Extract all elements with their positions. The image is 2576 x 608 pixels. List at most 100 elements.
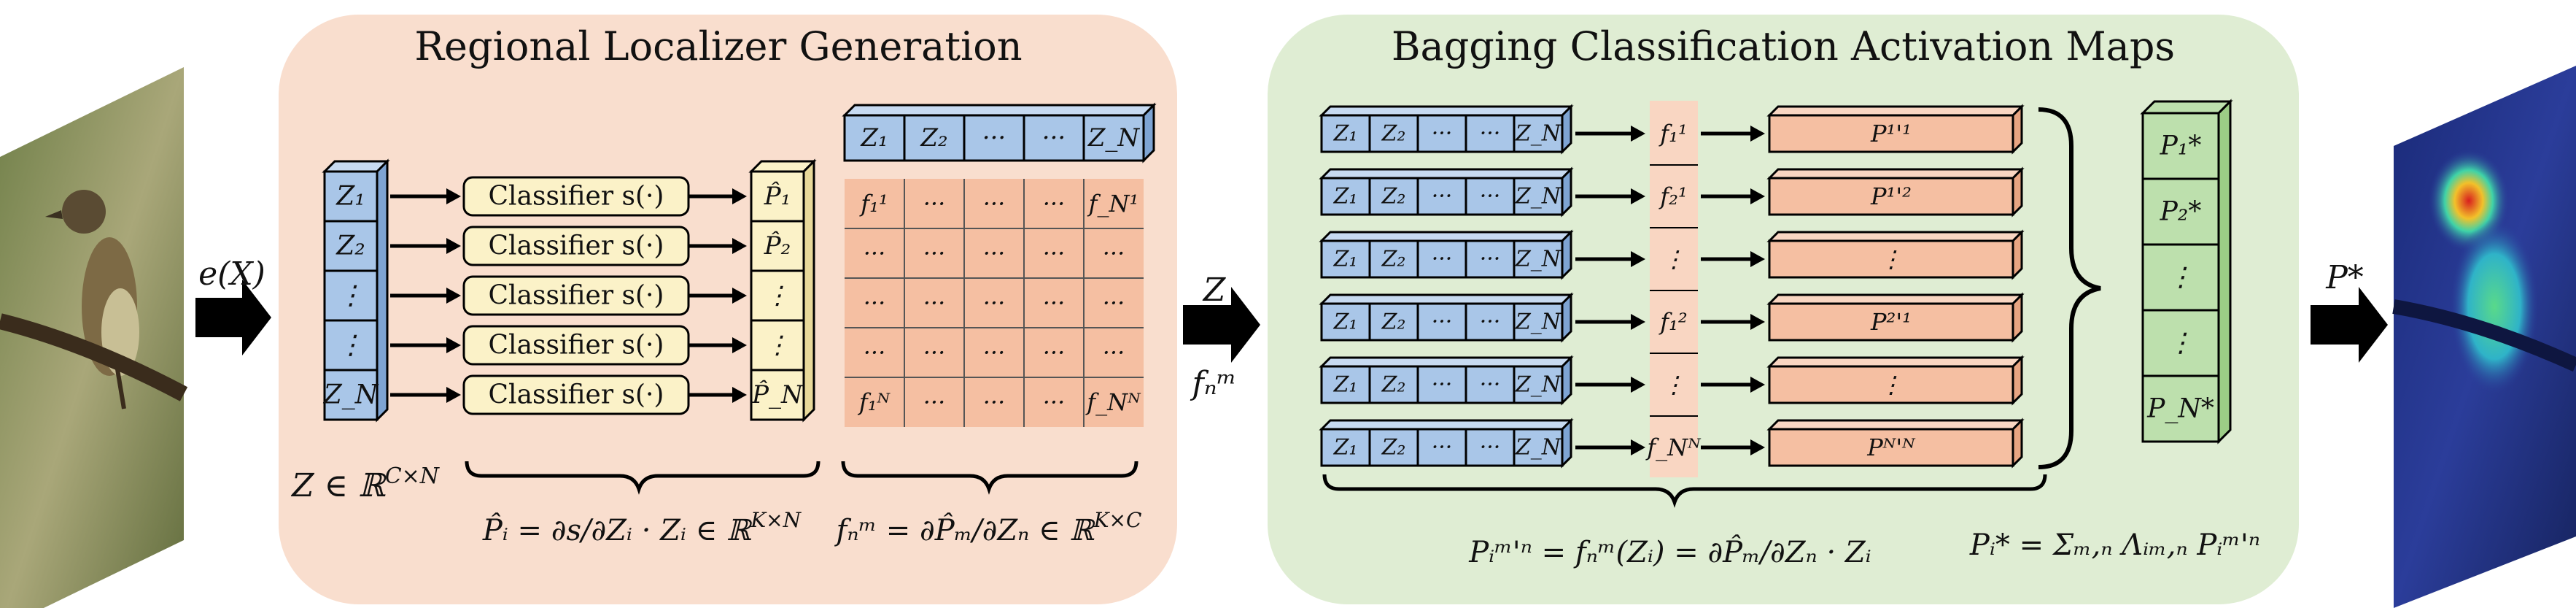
- bag-p-top: [1766, 356, 2025, 368]
- bag-z-cell-label: ···: [1432, 372, 1453, 398]
- arrow-to-p-head: [1750, 126, 1765, 142]
- bag-p-label: P¹'²: [1870, 182, 1912, 210]
- bag-z-cell-label: Z₁: [1333, 372, 1358, 398]
- bag-p-cell: [1768, 302, 2014, 342]
- arrow-to-classifier-head: [446, 288, 461, 304]
- bagging-formula-right: Pᵢ* = Σₘ,ₙ Λᵢₘ,ₙ Pᵢᵐ'ⁿ: [1969, 528, 2260, 562]
- bag-z-top: [1319, 105, 1574, 117]
- arrow-to-f-head: [1631, 188, 1645, 204]
- bag-z-cell: [1368, 428, 1419, 467]
- p-star-cell: [2141, 243, 2220, 312]
- f-grid-cell: ···: [1043, 239, 1066, 267]
- f-grid-cell: ···: [983, 339, 1006, 366]
- bird-photo: [0, 67, 188, 608]
- left-panel-title: Regional Localizer Generation: [414, 23, 1022, 69]
- bag-p-top: [1766, 419, 2025, 431]
- arrow-to-f-head: [1631, 126, 1645, 142]
- f-grid-bg: [845, 179, 1144, 427]
- bag-z-cell-label: Z₁: [1333, 309, 1358, 335]
- z-row-cell-label: Z_N: [1087, 123, 1141, 153]
- p-star-label: ⋮: [2168, 328, 2194, 358]
- bag-f-cell: [1650, 163, 1698, 226]
- classifier-label: Classifier s(·): [489, 281, 664, 311]
- arrow-to-p-head: [732, 337, 747, 353]
- bag-z-cell-label: Z₂: [1381, 309, 1406, 335]
- bag-z-cell: [1513, 302, 1564, 342]
- bag-z-cell-label: Z₁: [1333, 121, 1358, 147]
- bag-p-cell: [1768, 428, 2014, 467]
- bag-z-cell-label: ···: [1480, 121, 1501, 147]
- bag-f-label: ⋮: [1662, 371, 1685, 399]
- p-cell-label: P̂₁: [764, 181, 791, 211]
- input-arrow: e(X): [195, 255, 271, 355]
- bag-z-cell: [1368, 114, 1419, 153]
- bag-z-cell: [1416, 239, 1467, 279]
- bag-f-cell: [1650, 352, 1698, 415]
- bag-p-cell: [1768, 177, 2014, 216]
- p-cell: [750, 170, 805, 223]
- arrow-to-p-head: [732, 387, 747, 403]
- bag-z-cell-label: Z₁: [1333, 435, 1358, 461]
- p-star-column: P₁* P₂* ⋮ ⋮ P_N*: [2140, 99, 2233, 445]
- p-star-cell: [2141, 112, 2220, 180]
- f-grid-cell: ···: [864, 289, 886, 317]
- bag-z-cell: [1513, 239, 1564, 279]
- classifier-label: Classifier s(·): [489, 380, 664, 410]
- z-column: Z₁ Z₂ ⋮ ⋮ Z_N: [322, 158, 390, 423]
- bag-f-cell: [1650, 226, 1698, 289]
- f-grid-cell: ···: [923, 239, 946, 267]
- classifier-label: Classifier s(·): [489, 231, 664, 261]
- arrow-to-p-head: [1750, 439, 1765, 455]
- arrow-to-p-head: [1750, 377, 1765, 393]
- bag-p-label: ⋮: [1879, 371, 1903, 399]
- curly-brace: [841, 461, 1138, 495]
- z-cell: [323, 220, 379, 272]
- f-grid-cell: ···: [1043, 388, 1066, 416]
- arrow-to-p-head: [732, 238, 747, 254]
- f-grid: f₁¹ ··· ··· ··· f_N¹ ··· ··· ··· ··· ··· ··· ··· ···…: [845, 179, 1144, 427]
- bag-z-cell: [1513, 114, 1564, 153]
- output-arrow: P*: [2311, 259, 2388, 363]
- p-star-cell: [2141, 309, 2220, 377]
- arrow-to-f-head: [1631, 439, 1645, 455]
- arrow-to-p-head: [732, 288, 747, 304]
- z-row-top-face: [842, 104, 1157, 117]
- bag-z-cell-label: Z₁: [1333, 184, 1358, 209]
- p-cell-label: P̂_N: [751, 380, 804, 409]
- classifier-label: Classifier s(·): [489, 182, 664, 212]
- bag-p-side: [2011, 104, 2023, 155]
- middle-arrow-label-top: Z: [1202, 272, 1227, 309]
- z-row-cell: [843, 114, 906, 162]
- bag-z-cell: [1416, 177, 1467, 216]
- bag-z-side: [1561, 104, 1572, 155]
- classifier-label: Classifier s(·): [489, 331, 664, 361]
- f-grid-cell: f_N¹: [1087, 190, 1139, 218]
- bag-z-cell: [1320, 365, 1371, 404]
- f-grid-cell: ···: [1043, 339, 1066, 366]
- heatmap-overlay: [2392, 66, 2576, 608]
- arrow-to-p-head: [1750, 251, 1765, 267]
- left-panel: [279, 15, 1177, 604]
- f-grid-cell: ···: [923, 388, 946, 416]
- bag-f-cell: [1650, 101, 1698, 163]
- bag-p-top: [1766, 293, 2025, 305]
- f-grid-cell: f₁ᴺ: [858, 388, 891, 416]
- f-grid-cell: ···: [1043, 289, 1066, 317]
- arrow-to-classifier-head: [446, 387, 461, 403]
- bag-z-cell-label: ···: [1432, 309, 1453, 335]
- bag-z-cell-label: ···: [1480, 435, 1501, 461]
- z-cell-label: ⋮: [338, 281, 364, 311]
- z-column-side: [376, 158, 389, 423]
- z-row-cell-label: ···: [1042, 123, 1066, 153]
- z-row-cell-label: ···: [982, 123, 1006, 153]
- bag-p-label: P²'¹: [1870, 308, 1912, 336]
- f-grid-cell: ···: [923, 289, 946, 317]
- bag-z-cell-label: Z_N: [1515, 121, 1562, 147]
- z-cell-label: ⋮: [338, 331, 364, 361]
- bag-z-cell: [1513, 177, 1564, 216]
- bag-z-cell-label: ···: [1432, 435, 1453, 461]
- p-cell: [750, 269, 805, 322]
- z-row-cell: [1082, 114, 1145, 162]
- bag-z-cell-label: ···: [1432, 121, 1453, 147]
- bag-z-cell: [1464, 365, 1516, 404]
